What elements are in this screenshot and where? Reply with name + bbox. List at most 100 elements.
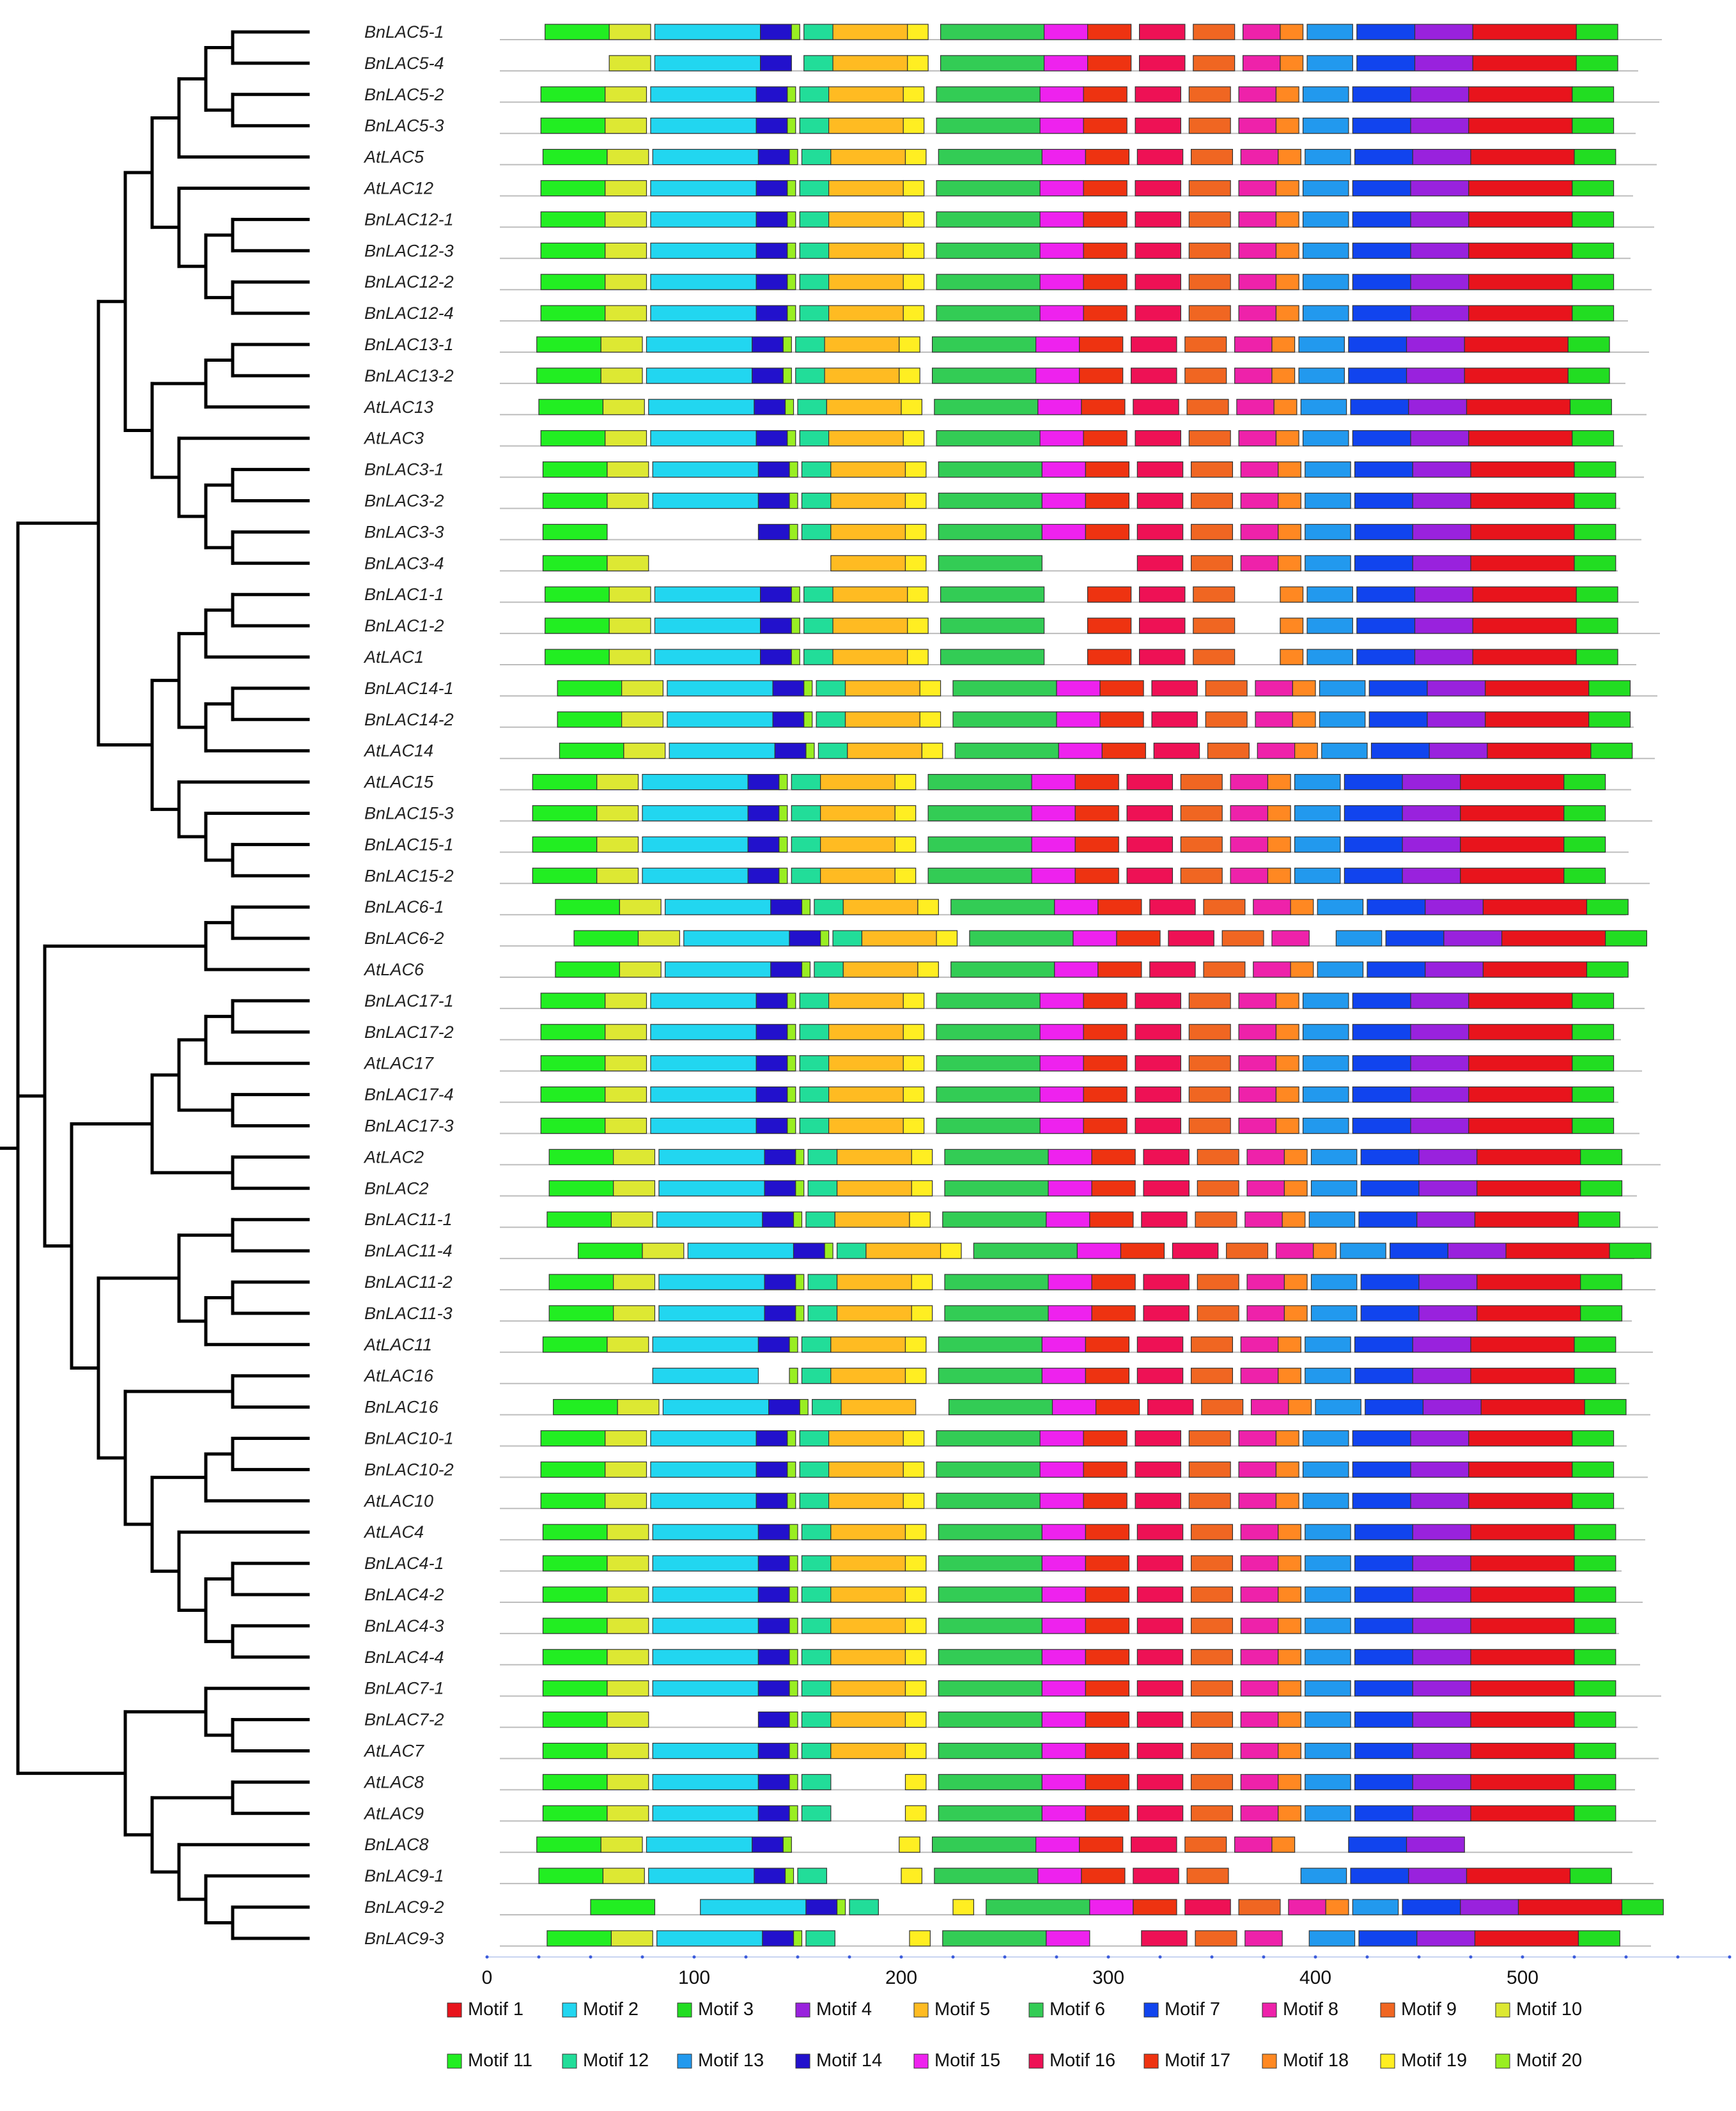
motif-box-5	[828, 1430, 904, 1447]
gene-label: BnLAC17-4	[364, 1085, 454, 1104]
motif-box-12	[816, 711, 846, 728]
motif-box-15	[1056, 711, 1101, 728]
gene-track	[500, 55, 1638, 72]
motif-box-19	[899, 336, 920, 353]
motif-box-1	[1468, 1055, 1573, 1072]
motif-box-8	[1238, 180, 1277, 197]
motif-box-20	[824, 1242, 833, 1259]
motif-box-8	[1230, 805, 1269, 822]
motif-box-3	[1572, 211, 1615, 228]
motif-box-10	[610, 1211, 653, 1228]
motif-box-2	[658, 1274, 765, 1290]
legend-label: Motif 2	[583, 1999, 639, 2020]
motif-box-3	[1563, 805, 1606, 822]
motif-box-15	[1041, 1524, 1086, 1540]
motif-box-6	[938, 461, 1042, 478]
motif-box-5	[828, 1024, 904, 1040]
motif-box-17	[1101, 743, 1146, 759]
legend-swatch	[562, 2002, 577, 2018]
motif-box-10	[605, 993, 647, 1009]
motif-box-3	[1567, 336, 1610, 353]
motif-box-4	[1412, 523, 1471, 541]
motif-box-8	[1246, 1148, 1285, 1166]
motif-box-20	[782, 1836, 792, 1853]
axis-tick-dot	[1728, 1955, 1732, 1959]
motif-box-11	[538, 399, 604, 415]
motif-box-16	[1126, 805, 1174, 822]
motif-box-4	[1418, 1148, 1478, 1166]
motif-box-2	[646, 336, 753, 353]
phylogenetic-tree	[0, 30, 310, 1940]
motif-box-13	[1305, 1805, 1351, 1821]
motif-box-4	[1414, 55, 1473, 72]
gene-track	[500, 1148, 1661, 1166]
motif-box-12	[795, 336, 825, 353]
motif-box-14	[764, 1305, 796, 1322]
motif-box-1	[1470, 555, 1575, 571]
motif-box-4	[1416, 1930, 1476, 1947]
motif-box-17	[1091, 1274, 1136, 1290]
motif-box-8	[1250, 1399, 1289, 1416]
motif-box-5	[832, 24, 908, 40]
motif-box-1	[1470, 1742, 1575, 1759]
motif-box-10	[608, 586, 651, 603]
motif-box-17	[1133, 1899, 1177, 1915]
motif-box-17	[1074, 867, 1119, 884]
motif-box-17	[1083, 1055, 1128, 1072]
motif-box-3	[1574, 1680, 1616, 1697]
motif-box-5	[820, 867, 895, 884]
gene-label: BnLAC10-2	[364, 1460, 454, 1479]
motif-box-18	[1283, 1180, 1308, 1196]
motif-box-9	[1226, 1242, 1269, 1259]
motif-box-12	[801, 1618, 832, 1634]
legend-label: Motif 4	[816, 1999, 872, 2020]
motif-box-9	[1188, 211, 1231, 228]
motif-box-13	[1306, 24, 1353, 40]
motif-box-16	[1135, 242, 1181, 259]
motif-box-17	[1083, 1430, 1128, 1447]
motif-box-15	[1041, 1618, 1086, 1634]
motif-box-4	[1412, 1649, 1471, 1666]
motif-box-9	[1193, 649, 1236, 665]
motif-box-9	[1188, 118, 1231, 134]
motif-box-20	[787, 305, 796, 321]
motif-box-7	[1356, 24, 1416, 40]
motif-box-4	[1427, 680, 1486, 697]
axis-tick-dot	[1365, 1955, 1369, 1959]
legend-swatch	[1262, 2002, 1277, 2018]
motif-box-12	[801, 461, 832, 478]
axis-tick-dot	[485, 1955, 489, 1959]
motif-box-4	[1410, 1055, 1469, 1072]
gene-track	[500, 1930, 1651, 1947]
motif-box-6	[944, 1148, 1049, 1166]
motif-box-17	[1074, 836, 1119, 853]
motif-box-6	[938, 492, 1042, 509]
motif-box-5	[830, 523, 906, 541]
gene-label: BnLAC9-2	[364, 1898, 444, 1917]
motif-box-2	[650, 1086, 757, 1103]
motif-box-4	[1410, 993, 1469, 1009]
motif-box-18	[1275, 305, 1299, 321]
gene-label: AtLAC13	[363, 398, 433, 417]
motif-box-13	[1300, 1867, 1347, 1884]
motif-box-1	[1505, 1242, 1610, 1259]
motif-box-20	[782, 336, 792, 353]
motif-box-11	[542, 1649, 608, 1666]
motif-box-2	[642, 836, 748, 853]
motif-box-4	[1422, 1399, 1482, 1416]
motif-box-7	[1352, 1461, 1411, 1478]
motif-box-15	[1039, 86, 1084, 103]
motif-box-6	[940, 24, 1045, 40]
motif-box-11	[548, 1180, 614, 1196]
motif-box-5	[828, 1461, 904, 1478]
motif-box-20	[787, 274, 796, 290]
motif-box-12	[791, 805, 821, 822]
motif-box-15	[1041, 1555, 1086, 1572]
gene-label: AtLAC4	[363, 1522, 424, 1542]
motif-box-13	[1294, 836, 1341, 853]
motif-box-17	[1085, 1680, 1129, 1697]
motif-box-16	[1135, 1086, 1181, 1103]
motif-box-16	[1136, 1680, 1184, 1697]
motif-box-9	[1188, 274, 1231, 290]
motif-box-10	[610, 1930, 653, 1947]
